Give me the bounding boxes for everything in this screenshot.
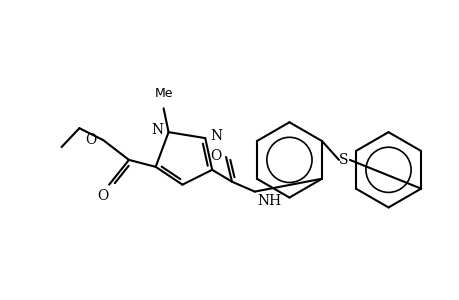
Text: NH: NH — [257, 194, 281, 208]
Text: S: S — [338, 153, 348, 167]
Text: O: O — [210, 149, 221, 163]
Text: O: O — [97, 189, 109, 202]
Text: N: N — [210, 129, 222, 143]
Text: Me: Me — [154, 88, 173, 100]
Text: O: O — [85, 133, 96, 147]
Text: N: N — [151, 123, 163, 137]
